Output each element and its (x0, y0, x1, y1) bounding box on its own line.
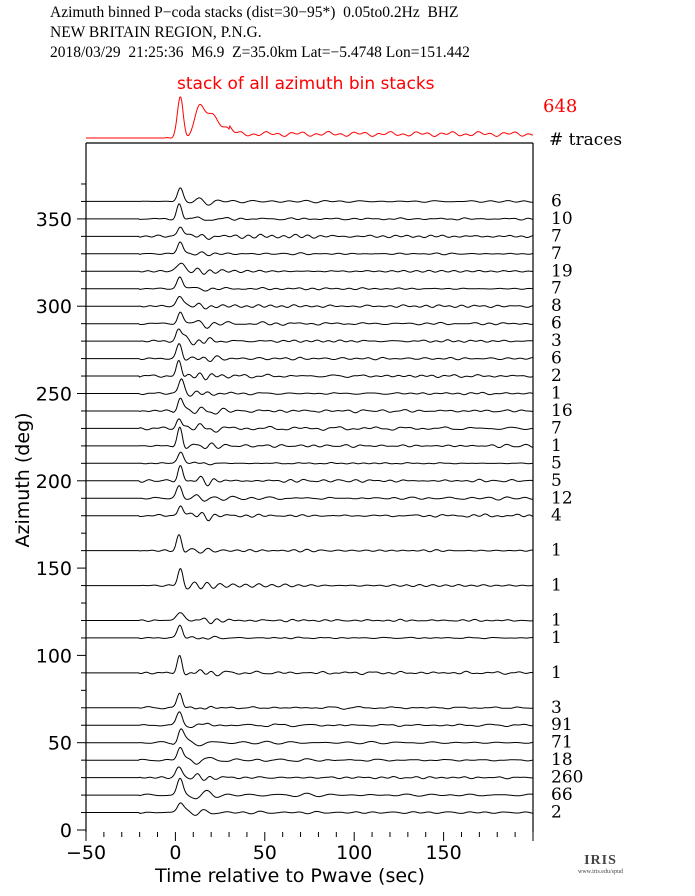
trace-line-az-240 (86, 397, 534, 415)
trace-count-label: 8 (551, 296, 562, 316)
x-tick-label: 0 (169, 842, 181, 864)
trace-line-az-90 (86, 654, 534, 677)
y-tick-label: 100 (36, 645, 72, 667)
iris-logo-url: www.iris.edu/spud (578, 869, 623, 875)
trace-line-az-120 (86, 612, 534, 625)
y-tick-label: 50 (48, 733, 72, 755)
trace-line-az-20 (86, 777, 534, 800)
trace-count-label: 3 (551, 331, 562, 351)
trace-line-az-200 (86, 465, 534, 487)
stack-trace-line (86, 96, 534, 139)
trace-count-label: 1 (551, 610, 562, 630)
iris-logo-text: IRIS (584, 853, 617, 868)
trace-line-az-70 (86, 692, 533, 710)
trace-line-az-320 (86, 262, 533, 275)
stack-count-label: 648 (543, 96, 577, 117)
trace-line-az-180 (86, 505, 534, 522)
trace-line-az-160 (86, 533, 533, 554)
x-tick-label: 100 (336, 842, 372, 864)
trace-panel: 6107719786362116715512411111391711826066… (86, 187, 583, 823)
y-tick-label: 250 (36, 384, 72, 406)
trace-line-az-60 (86, 711, 533, 728)
x-tick-label: −50 (66, 842, 106, 864)
trace-line-az-190 (86, 484, 533, 502)
trace-line-az-210 (86, 451, 533, 466)
trace-count-label: 1 (551, 576, 562, 596)
x-tick-label: 150 (425, 842, 461, 864)
y-tick-label: 150 (36, 558, 72, 580)
trace-line-az-280 (86, 328, 534, 346)
trace-count-label: 10 (551, 209, 573, 229)
trace-count-label: 1 (551, 384, 562, 404)
trace-count-label: 5 (551, 471, 562, 491)
trace-line-az-40 (86, 746, 534, 765)
title-line-3: 2018/03/29 21:25:36 M6.9 Z=35.0km Lat=−5… (50, 44, 470, 61)
trace-line-az-330 (86, 241, 534, 257)
trace-line-az-300 (86, 295, 534, 310)
trace-line-az-220 (86, 426, 534, 450)
trace-count-label: 12 (551, 488, 573, 508)
x-tick-label: 50 (253, 842, 277, 864)
trace-count-label: 19 (551, 261, 573, 281)
trace-line-az-10 (86, 802, 534, 816)
trace-count-label: 2 (551, 803, 562, 823)
traces-count-header: # traces (549, 130, 622, 150)
trace-line-az-250 (86, 378, 534, 397)
stack-label: stack of all azimuth bin stacks (177, 74, 435, 94)
trace-count-label: 7 (551, 279, 562, 299)
trace-count-label: 7 (551, 244, 562, 264)
trace-count-label: 91 (551, 715, 573, 735)
trace-line-az-360 (86, 187, 533, 206)
trace-count-label: 4 (551, 506, 562, 526)
trace-line-az-30 (86, 766, 534, 781)
trace-line-az-140 (86, 568, 533, 590)
trace-line-az-270 (86, 342, 533, 363)
trace-count-label: 66 (551, 785, 573, 805)
trace-count-label: 1 (551, 541, 562, 561)
trace-count-label: 1 (551, 628, 562, 648)
trace-count-label: 18 (551, 750, 573, 770)
trace-line-az-50 (86, 728, 534, 747)
trace-count-label: 16 (551, 401, 573, 421)
trace-count-label: 5 (551, 453, 562, 473)
stack-panel: stack of all azimuth bin stacks 648 # trac… (86, 74, 622, 150)
x-axis-label: Time relative to Pwave (sec) (154, 865, 425, 887)
trace-count-label: 260 (551, 768, 583, 788)
trace-line-az-340 (86, 226, 534, 240)
trace-count-label: 2 (551, 366, 562, 386)
trace-count-label: 6 (551, 349, 562, 369)
trace-line-az-350 (86, 203, 534, 221)
title-line-1: Azimuth binned P−coda stacks (dist=30−95… (50, 4, 459, 21)
trace-line-az-230 (86, 418, 534, 433)
trace-line-az-110 (86, 624, 533, 640)
trace-count-label: 71 (551, 733, 573, 753)
trace-count-label: 6 (551, 191, 562, 211)
trace-count-label: 6 (551, 314, 562, 334)
y-axis-label: Azimuth (deg) (12, 413, 34, 548)
trace-count-label: 1 (551, 436, 562, 456)
trace-line-az-260 (86, 359, 534, 381)
y-tick-label: 350 (36, 209, 72, 231)
trace-count-label: 7 (551, 226, 562, 246)
title-line-2: NEW BRITAIN REGION, P.N.G. (50, 24, 262, 41)
iris-logo: IRIS www.iris.edu/spud (578, 853, 623, 875)
trace-line-az-290 (86, 311, 534, 329)
trace-count-label: 3 (551, 698, 562, 718)
y-tick-label: 200 (36, 471, 72, 493)
trace-count-label: 7 (551, 418, 562, 438)
y-tick-label: 0 (60, 820, 72, 842)
trace-line-az-310 (86, 276, 534, 292)
y-tick-label: 300 (36, 296, 72, 318)
trace-count-label: 1 (551, 663, 562, 683)
